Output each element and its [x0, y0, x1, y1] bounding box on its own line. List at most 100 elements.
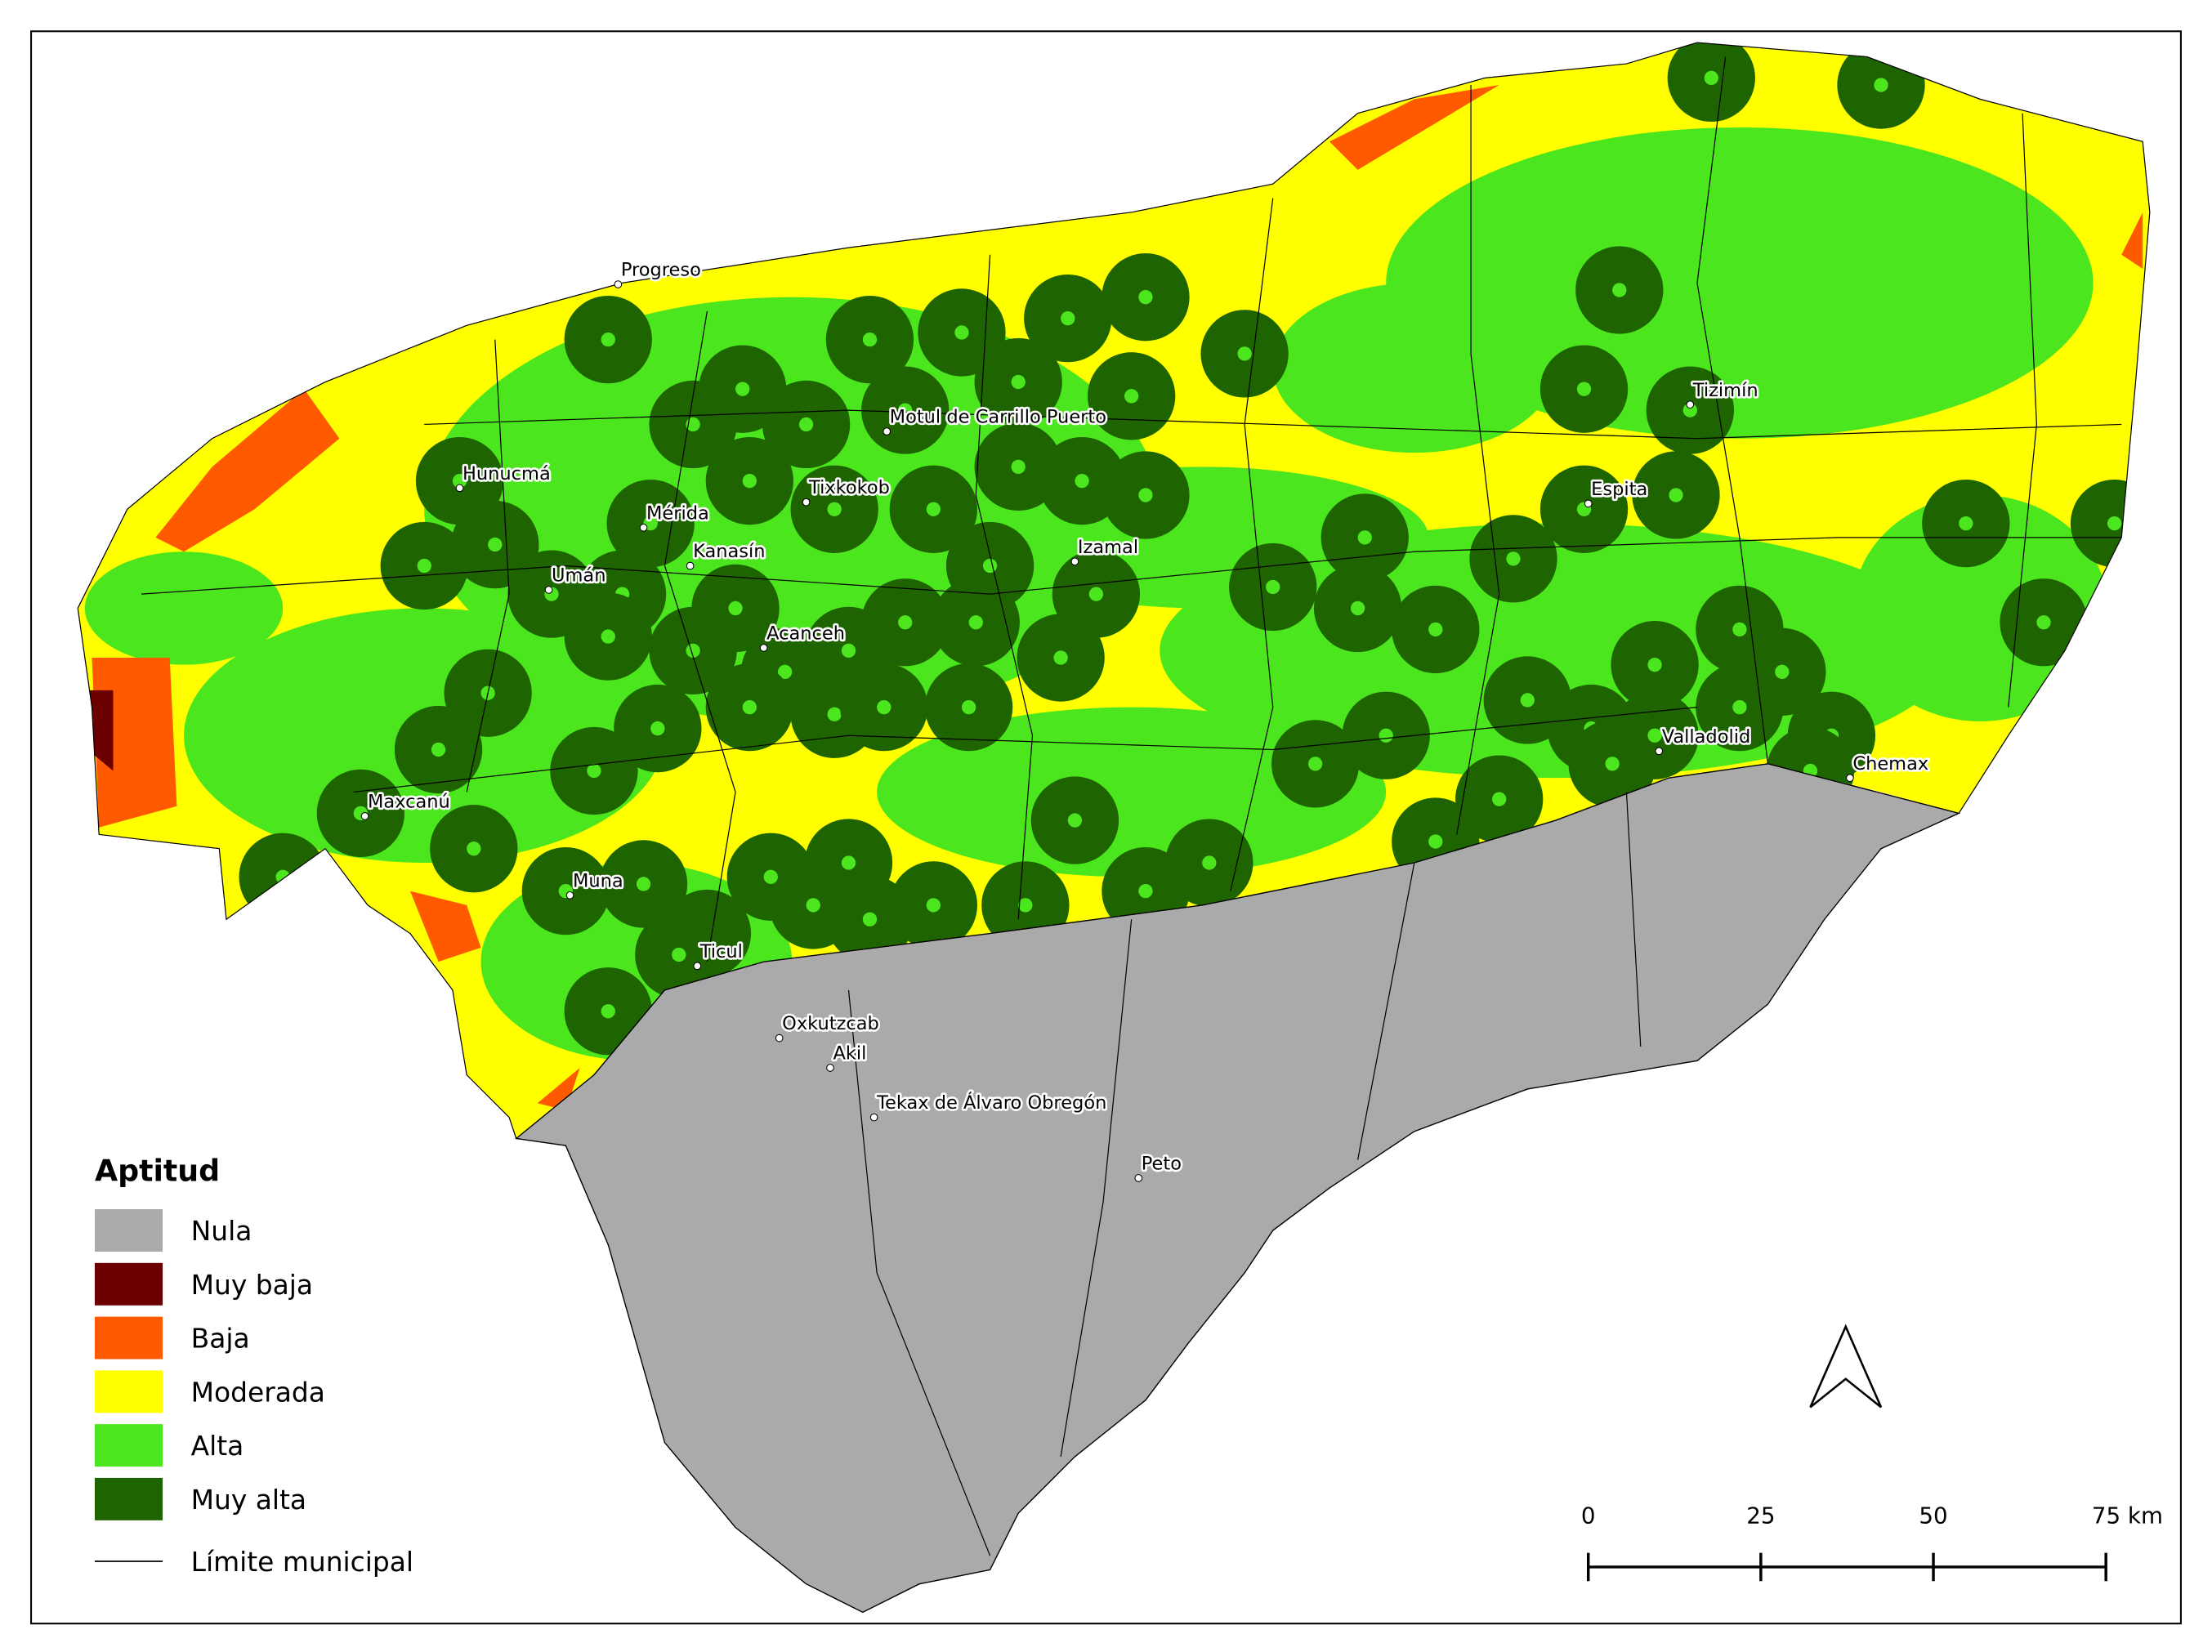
low-areas	[87, 85, 2143, 1110]
zone-core	[636, 877, 651, 891]
zone-core	[2036, 615, 2051, 630]
city-labels: Progreso Hunucmá Mérida Umán Kanasín Tixkokob…	[360, 257, 1931, 1182]
city-label: Umán	[552, 565, 606, 587]
city-label: Kanasín	[693, 541, 765, 562]
zone-core	[1682, 403, 1697, 417]
city-label: Valladolid	[1662, 726, 1751, 748]
zone-core	[1237, 346, 1252, 361]
city-label: Tizimín	[1692, 380, 1758, 401]
legend: Nula Muy baja Baja Moderada Alta Muy alta	[94, 1209, 325, 1520]
zone-core	[1492, 792, 1507, 806]
scale-label: 50	[1919, 1502, 1947, 1529]
zone-core	[1075, 474, 1089, 489]
zone-core	[968, 615, 983, 630]
zone-core	[898, 615, 913, 630]
legend-label: Muy alta	[191, 1484, 306, 1516]
zone-core	[777, 664, 793, 679]
city-marker	[614, 280, 623, 288]
zone-core	[686, 417, 700, 432]
zone-core	[926, 898, 941, 913]
zone-core	[926, 502, 941, 516]
zone-core	[431, 742, 446, 757]
zone-core	[954, 325, 969, 340]
scale-label: 75 km	[2092, 1502, 2163, 1529]
zone-core	[1067, 813, 1083, 828]
zone-core	[1124, 389, 1139, 404]
city-marker	[775, 1034, 784, 1043]
city-marker	[1584, 499, 1593, 508]
city-marker	[544, 586, 553, 594]
legend-label: Alta	[191, 1430, 244, 1462]
zone-core	[1576, 382, 1592, 396]
legend-swatch	[94, 1262, 163, 1306]
zone-core	[1053, 650, 1068, 665]
zone-core	[1959, 516, 1973, 531]
zone-core	[467, 842, 481, 856]
raster-patch	[84, 551, 284, 665]
zone-core	[728, 601, 743, 616]
raster-patch	[1272, 283, 1556, 453]
city-marker	[883, 427, 892, 435]
zone-core	[1308, 757, 1323, 771]
city-label: Motul de Carrillo Puerto	[890, 407, 1106, 428]
zone-core	[1647, 658, 1662, 672]
legend-swatch	[94, 1370, 163, 1413]
zone-core	[601, 1004, 615, 1019]
legend-swatch	[94, 1424, 163, 1467]
zone-core	[742, 474, 757, 489]
zone-core	[1428, 834, 1443, 849]
zone-core	[841, 643, 856, 659]
raster-patch	[409, 891, 481, 962]
city-marker	[1686, 400, 1695, 409]
zone-core	[1138, 883, 1153, 899]
zone-core	[735, 382, 750, 396]
city-marker	[826, 1064, 834, 1072]
zone-core	[601, 629, 615, 644]
zone-core	[1357, 530, 1372, 545]
city-marker	[565, 891, 574, 900]
scale-label: 25	[1746, 1502, 1775, 1529]
city-label: Muna	[573, 870, 623, 891]
zone-core	[1011, 374, 1026, 390]
zone-core	[827, 707, 842, 721]
raster-patch	[1329, 85, 1499, 170]
city-label: Progreso	[621, 260, 701, 281]
zone-core	[601, 332, 615, 347]
zone-core	[1775, 664, 1790, 679]
city-label: Chemax	[1852, 753, 1928, 775]
zone-core	[1605, 757, 1620, 771]
zone-core	[452, 474, 467, 489]
zone-core	[1202, 855, 1217, 870]
zone-core	[862, 912, 878, 926]
legend-label: Muy baja	[191, 1269, 313, 1301]
zone-core	[1874, 78, 1888, 92]
zone-core	[1612, 283, 1627, 297]
zone-core	[1138, 290, 1153, 305]
city-marker	[759, 644, 768, 652]
city-marker	[639, 523, 648, 532]
city-label: Espita	[1591, 479, 1647, 500]
zone-core	[488, 537, 503, 552]
zone-core	[1669, 488, 1683, 502]
zone-core	[1732, 699, 1747, 715]
zone-core	[982, 558, 998, 574]
city-marker	[1846, 774, 1854, 782]
city-label: Ticul	[699, 941, 743, 962]
legend-swatch	[94, 1477, 163, 1520]
null-area	[515, 763, 1961, 1614]
zone-core	[1061, 310, 1075, 326]
legend-title: Aptitud	[95, 1153, 220, 1188]
legend-swatch	[94, 1316, 163, 1360]
city-label: Mérida	[646, 502, 709, 524]
city-marker	[869, 1113, 878, 1122]
city-label: Hunucmá	[463, 463, 551, 484]
north-arrow	[1809, 1324, 1883, 1409]
zone-core	[1138, 488, 1153, 502]
zone-core	[686, 643, 700, 659]
zone-core	[763, 869, 778, 884]
city-label: Tekax de Álvaro Obregón	[876, 1091, 1106, 1114]
zone-core	[1088, 587, 1104, 601]
zone-core	[898, 403, 913, 417]
